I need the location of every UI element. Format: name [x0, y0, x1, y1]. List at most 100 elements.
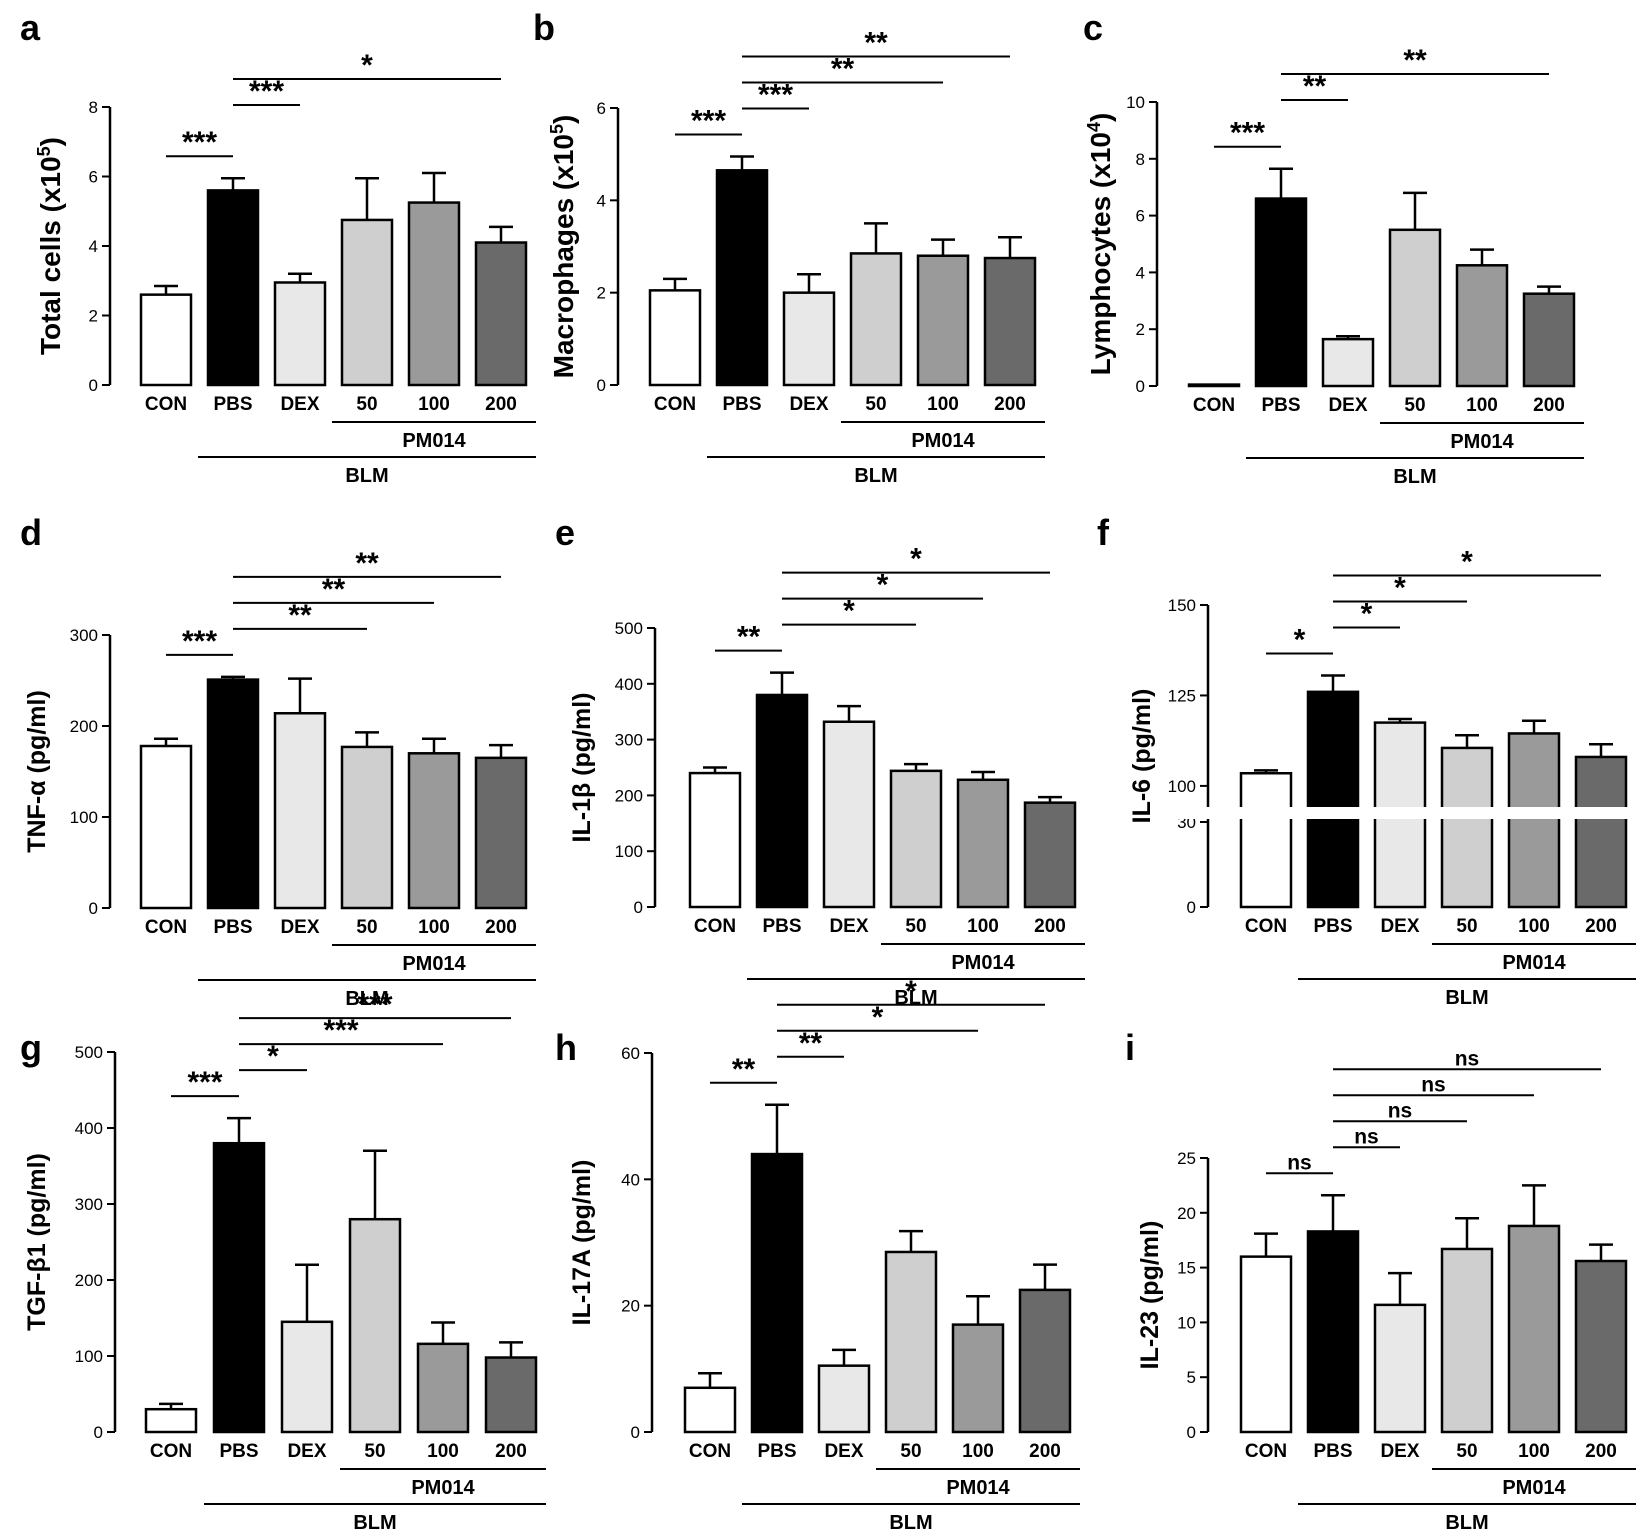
panel-i: i 0 5 10 15 20 25 IL-23 (pg/ml) CON PBS DEX 50 100 20… — [1125, 1027, 1636, 1534]
x-tick-label: CON — [689, 1441, 731, 1462]
group-label-blm: BLM — [889, 1512, 932, 1534]
x-tick-label: PBS — [213, 394, 252, 415]
y-axis-label: IL-6 (pg/ml) — [1128, 689, 1156, 824]
bar-100 — [416, 1342, 470, 1434]
x-tick-label: 50 — [356, 917, 377, 938]
group-label-blm: BLM — [894, 987, 937, 1009]
y-tick-label: 100 — [70, 808, 98, 827]
x-tick-label: 50 — [356, 394, 377, 415]
x-tick-label: DEX — [1380, 1441, 1419, 1462]
bar-100 — [1455, 264, 1509, 388]
x-tick-label: 50 — [1456, 1441, 1477, 1462]
significance-label: * — [1394, 572, 1406, 605]
y-tick-label: 400 — [615, 675, 643, 694]
y-tick-label: 125 — [1168, 686, 1196, 705]
group-label-pm014: PM014 — [911, 430, 975, 452]
y-tick-label: 8 — [1136, 150, 1145, 169]
significance-label: *** — [187, 1066, 222, 1099]
y-tick-label: 200 — [615, 786, 643, 805]
panel-h: h 0 20 40 60 IL-17A (pg/ml) CON PBS DEX 50 100 200 P… — [555, 975, 1080, 1534]
bar-PBS — [1306, 1230, 1360, 1434]
bar-CON — [688, 771, 742, 909]
bar-PBS — [206, 678, 260, 910]
bar-50 — [884, 1250, 938, 1434]
x-tick-label: CON — [1193, 395, 1235, 416]
x-tick-label: PBS — [722, 394, 761, 415]
panel-letter-e: e — [555, 512, 575, 553]
x-tick-label: PBS — [1313, 1441, 1352, 1462]
group-label-blm: BLM — [345, 988, 388, 1010]
significance-label: ** — [831, 52, 855, 85]
x-tick-label: 200 — [485, 394, 517, 415]
group-label-pm014: PM014 — [1502, 952, 1566, 974]
x-tick-label: 200 — [1029, 1441, 1061, 1462]
y-tick-label: 0 — [94, 1423, 103, 1442]
significance-label: ** — [799, 1027, 823, 1060]
x-tick-label: 100 — [927, 394, 959, 415]
bar-DEX — [817, 1364, 871, 1434]
x-tick-label: 100 — [1518, 1441, 1550, 1462]
group-label-pm014: PM014 — [951, 952, 1015, 974]
group-label-pm014: PM014 — [946, 1477, 1010, 1499]
y-axis-label: TGF-β1 (pg/ml) — [23, 1153, 51, 1331]
bar-PBS — [1254, 197, 1308, 388]
significance-label: *** — [249, 75, 284, 108]
x-tick-label: 50 — [900, 1441, 921, 1462]
x-tick-label: 100 — [427, 1441, 459, 1462]
y-axis-label: TNF-α (pg/ml) — [23, 690, 51, 853]
bar-PBS — [750, 1152, 804, 1434]
y-axis-label: Macrophages (x105) — [547, 115, 579, 379]
x-tick-label: CON — [1245, 1441, 1287, 1462]
x-tick-label: 50 — [905, 916, 926, 937]
y-axis-label: Total cells (x105) — [34, 137, 66, 355]
group-label-pm014: PM014 — [402, 953, 466, 975]
y-tick-label: 100 — [1168, 777, 1196, 796]
significance-label: ns — [1354, 1125, 1379, 1148]
y-tick-label: 150 — [1168, 596, 1196, 615]
group-label-pm014: PM014 — [1502, 1477, 1566, 1499]
y-tick-label: 6 — [89, 168, 98, 187]
bar-50 — [849, 252, 903, 387]
y-tick-label: 8 — [89, 98, 98, 117]
bar-PBS — [1306, 690, 1360, 909]
y-tick-label: 10 — [1177, 1313, 1196, 1332]
y-tick-label: 300 — [615, 731, 643, 750]
x-tick-label: CON — [150, 1441, 192, 1462]
x-tick-label: DEX — [1328, 395, 1367, 416]
y-tick-label: 0 — [1136, 377, 1145, 396]
x-tick-label: DEX — [1380, 916, 1419, 937]
bar-50 — [340, 218, 394, 387]
x-tick-label: PBS — [213, 917, 252, 938]
y-tick-label: 25 — [1177, 1149, 1196, 1168]
bar-PBS — [212, 1141, 266, 1434]
bar-PBS — [715, 169, 769, 387]
panel-letter-i: i — [1125, 1027, 1135, 1068]
y-tick-label: 60 — [621, 1044, 640, 1063]
y-tick-label: 500 — [75, 1043, 103, 1062]
bar-CON — [139, 744, 193, 910]
y-tick-label: 300 — [70, 626, 98, 645]
bar-50 — [1440, 746, 1494, 909]
x-tick-label: 200 — [1034, 916, 1066, 937]
x-tick-label: CON — [694, 916, 736, 937]
y-tick-label: 2 — [597, 284, 606, 303]
significance-label: ** — [864, 26, 888, 59]
x-tick-label: 200 — [485, 917, 517, 938]
significance-label: ns — [1421, 1073, 1446, 1096]
x-tick-label: PBS — [1313, 916, 1352, 937]
significance-label: ns — [1455, 1047, 1480, 1070]
bar-100 — [407, 752, 461, 910]
x-tick-label: 100 — [1466, 395, 1498, 416]
significance-label: ** — [732, 1053, 756, 1086]
bar-100 — [951, 1323, 1005, 1434]
x-tick-label: 100 — [418, 917, 450, 938]
panel-c: c 0 2 4 6 8 10 Lymphocytes (x104) CON PBS DEX 50 100… — [1083, 7, 1584, 488]
x-tick-label: 100 — [1518, 916, 1550, 937]
bar-200 — [484, 1356, 538, 1434]
significance-label: *** — [691, 104, 726, 137]
y-tick-label: 0 — [631, 1423, 640, 1442]
bar-100 — [916, 254, 970, 387]
panel-d: d 0 100 200 300 TNF-α (pg/ml) CON PBS DEX 50 100 20… — [20, 512, 536, 1010]
panel-letter-f: f — [1097, 512, 1110, 553]
